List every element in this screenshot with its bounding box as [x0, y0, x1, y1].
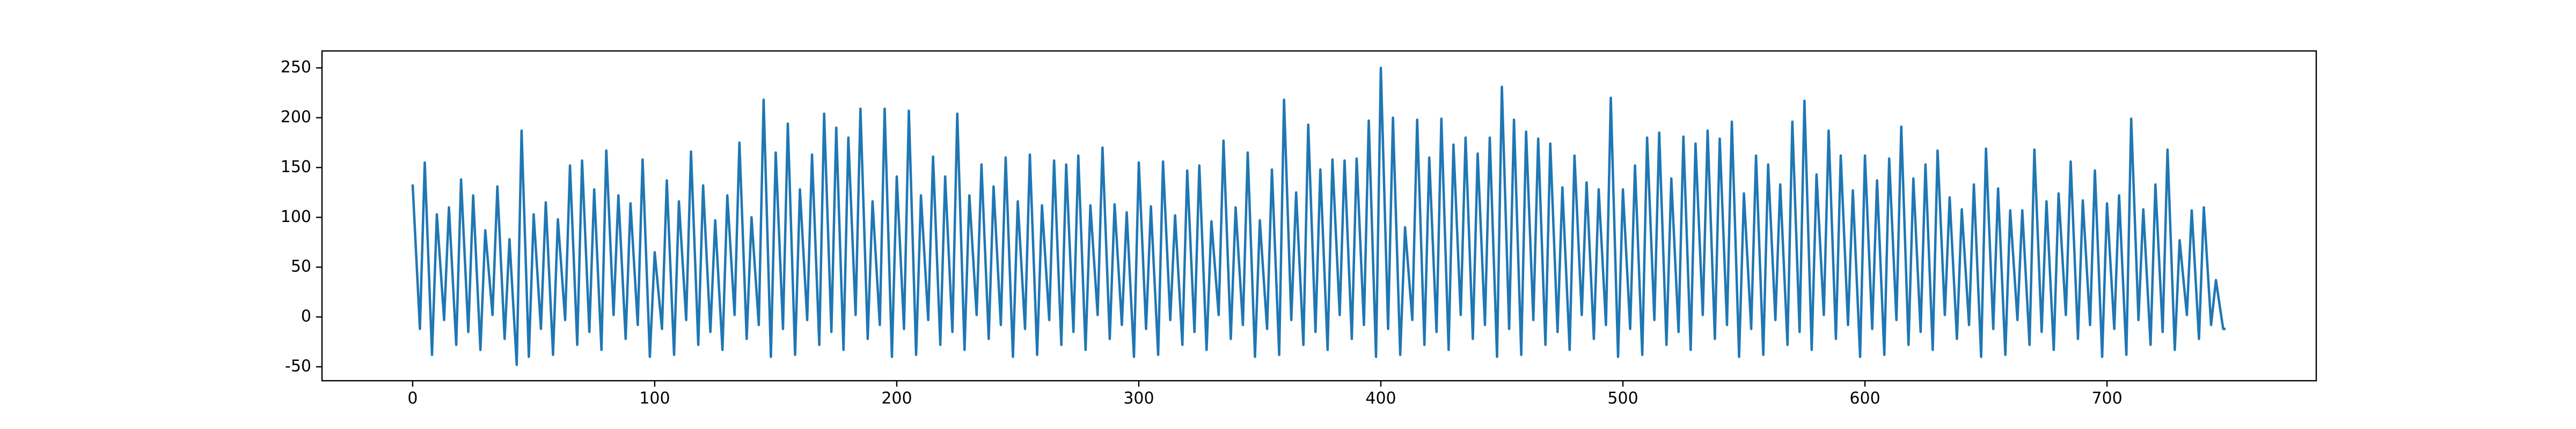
y-tick-label: 250	[281, 58, 311, 77]
x-tick-label: 100	[639, 389, 670, 408]
y-tick-label: -50	[285, 357, 311, 375]
y-tick-label: 150	[281, 158, 311, 176]
y-tick-label: 50	[291, 257, 311, 276]
y-tick-label: 200	[281, 108, 311, 127]
x-tick-label: 300	[1123, 389, 1154, 408]
data-line	[411, 66, 2226, 366]
y-tick-label: 0	[301, 307, 311, 326]
x-tick-label: 200	[881, 389, 912, 408]
x-tick-label: 700	[2091, 389, 2122, 408]
x-tick-label: 400	[1365, 389, 1396, 408]
x-tick-label: 0	[407, 389, 418, 408]
y-tick-label: 100	[281, 208, 311, 226]
x-tick-label: 600	[1849, 389, 1880, 408]
x-tick-label: 500	[1607, 389, 1638, 408]
axes-frame	[321, 50, 2317, 382]
